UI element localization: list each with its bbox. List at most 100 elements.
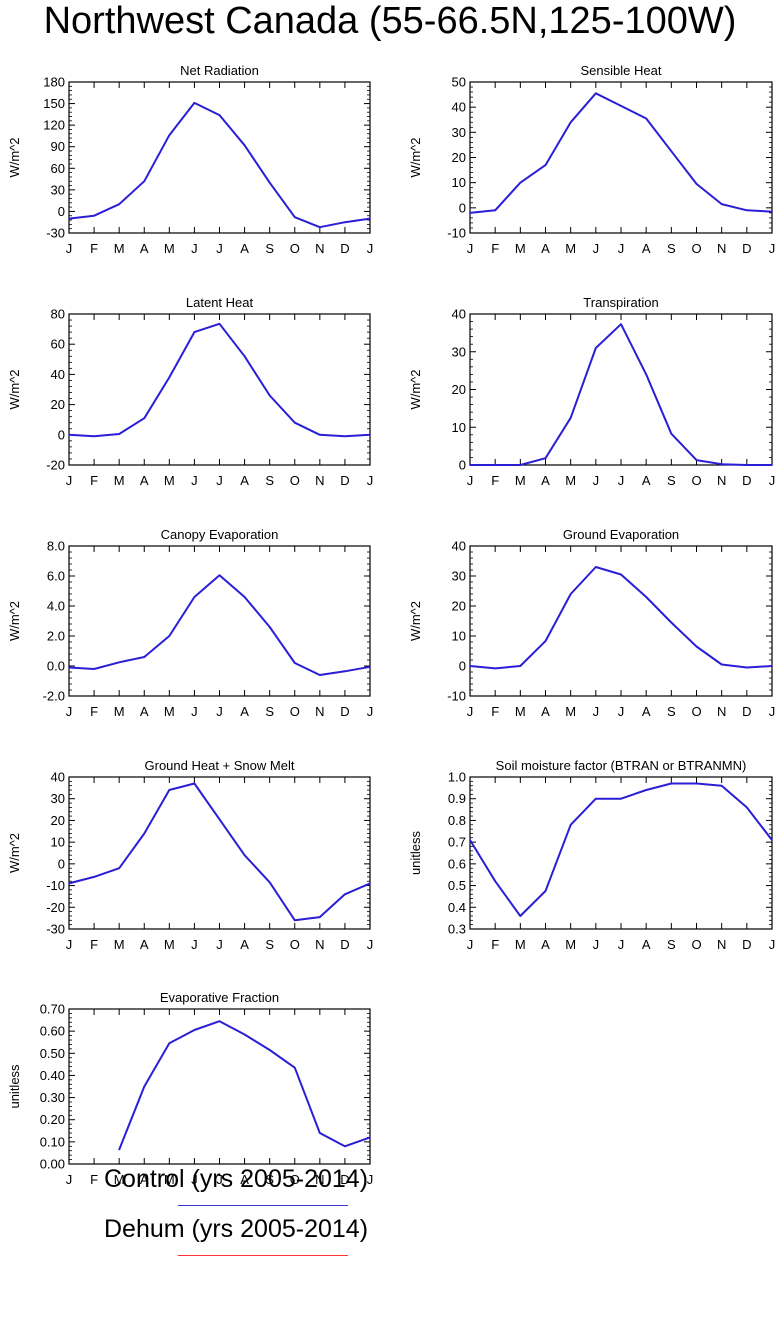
y-tick-label: 0 [58,204,65,219]
data-point [143,832,146,835]
series-line [470,323,772,466]
chart-canopy-evaporation: Canopy Evaporation -2.0 0.0 2.0 4.0 6.0 8.0 J F M… [7,527,373,719]
data-point [720,203,723,205]
x-tick-label: F [491,241,499,256]
y-axis-label: W/m^2 [7,601,22,641]
y-tick-label: 0.4 [448,900,466,915]
x-tick-label: M [164,1172,175,1187]
y-tick-label: 0 [58,427,65,442]
data-point [771,839,773,841]
y-tick-label: 0.40 [40,1068,65,1083]
x-tick-label: J [216,1172,223,1187]
chart-title: Evaporative Fraction [160,990,279,1005]
x-tick-label: M [164,704,175,719]
x-tick-label: J [593,473,600,488]
data-point [118,1148,120,1151]
data-point [319,916,321,918]
data-point [193,596,196,598]
x-tick-label: J [467,241,474,256]
x-tick-label: S [667,241,676,256]
x-tick-label: J [769,241,776,256]
data-point [544,457,547,460]
y-tick-label: 6.0 [47,569,65,584]
x-tick-label: F [491,937,499,952]
x-tick-label: O [290,937,300,952]
x-tick-label: O [691,937,701,952]
x-tick-label: F [491,473,499,488]
data-point [469,665,471,667]
data-point [243,1033,246,1036]
x-tick-label: J [216,473,223,488]
x-tick-label: A [240,241,249,256]
x-tick-label: N [315,1172,324,1187]
x-tick-label: D [340,473,349,488]
y-tick-label: 40 [51,367,65,382]
y-tick-label: 120 [43,118,65,133]
y-tick-label: 0 [459,200,466,215]
y-tick-label: 60 [51,337,65,352]
x-tick-label: J [216,241,223,256]
plot-frame [469,313,773,466]
data-point [68,217,70,220]
data-point [746,464,748,466]
data-point [243,144,246,147]
data-point [746,666,748,669]
series-line [68,101,371,229]
x-tick-label: A [541,937,550,952]
data-point [319,674,321,676]
x-tick-label: M [164,937,175,952]
x-tick-label: A [140,1172,149,1187]
x-tick-label: J [467,473,474,488]
y-tick-label: 30 [452,125,466,140]
data-point [218,1020,221,1022]
y-axis-label: W/m^2 [408,369,423,409]
y-tick-label: 10 [452,420,466,435]
y-tick-label: 0.9 [448,791,466,806]
series-line [68,574,371,676]
data-point [93,214,95,217]
y-tick-label: 40 [452,307,466,322]
y-tick-label: 4.0 [47,599,65,614]
y-axis-label: unitless [7,1064,22,1109]
x-tick-label: M [164,473,175,488]
data-point [595,92,597,95]
x-tick-label: J [191,937,198,952]
chart-title: Transpiration [583,295,658,310]
data-point [218,114,221,116]
y-tick-label: 40 [452,539,466,554]
x-tick-label: M [114,241,125,256]
x-tick-label: A [541,241,550,256]
plot-frame [68,1008,371,1165]
x-tick-label: O [691,473,701,488]
data-point [595,347,597,349]
y-axis-label: W/m^2 [7,369,22,409]
data-point [293,1066,296,1069]
series-line [469,566,773,670]
data-point [569,417,572,419]
x-tick-label: O [691,241,701,256]
data-point [268,181,271,184]
plot-frame [68,81,371,234]
data-point [569,121,572,124]
data-point [695,645,698,648]
plot-frame [469,776,773,930]
data-point [218,323,221,325]
data-point [645,373,647,376]
x-tick-label: J [593,704,600,719]
data-point [143,417,146,419]
data-point [293,216,296,218]
y-tick-label: 20 [452,382,466,397]
y-tick-label: 0.50 [40,1046,65,1061]
data-point [268,394,271,397]
y-tick-label: 0 [459,458,466,473]
x-tick-label: A [140,241,149,256]
data-point [344,893,346,896]
x-tick-label: N [717,937,726,952]
x-tick-label: A [140,937,149,952]
x-tick-label: J [618,473,625,488]
x-tick-label: J [593,937,600,952]
x-tick-label: M [515,937,526,952]
